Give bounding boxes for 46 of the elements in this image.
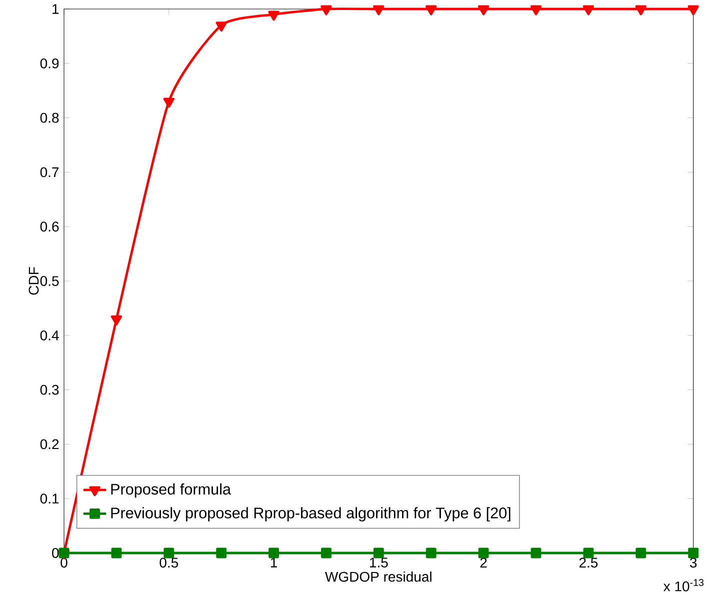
point <box>216 22 227 32</box>
point <box>268 10 280 21</box>
y-axis-title: CDF <box>28 267 39 295</box>
point <box>635 5 646 16</box>
x-tick-label: 1.5 <box>370 558 388 568</box>
point <box>373 548 384 558</box>
point <box>478 548 489 558</box>
y-tick-label: 0.3 <box>40 384 59 395</box>
y-tick-label: 0.7 <box>40 167 59 178</box>
y-tick-label: 0.9 <box>40 58 59 68</box>
legend-label: Previously proposed Rprop-based algorithm for Type 6 [20] <box>111 507 510 522</box>
point <box>163 98 174 108</box>
point <box>111 548 122 558</box>
x-tick-label: 2 <box>480 558 487 568</box>
point <box>478 5 490 16</box>
point <box>216 548 227 558</box>
point <box>530 5 542 16</box>
point <box>268 548 279 558</box>
point <box>426 548 436 558</box>
point <box>582 5 594 16</box>
x-tick-label: 1 <box>270 558 277 568</box>
point <box>688 548 699 558</box>
y-tick-label: 0.1 <box>40 494 59 504</box>
point <box>164 548 174 558</box>
point <box>110 315 122 326</box>
text: x 10$^{-13}$ <box>664 579 704 592</box>
point <box>688 5 699 16</box>
x-tick-label: 0.5 <box>160 558 178 568</box>
y-tick-label: 0 <box>52 548 59 558</box>
point <box>426 5 437 16</box>
point <box>530 548 542 558</box>
y-tick-label: 0.5 <box>40 276 59 286</box>
point <box>320 5 332 16</box>
point <box>373 5 384 16</box>
point <box>583 548 594 558</box>
y-tick-label: 0.8 <box>40 112 59 123</box>
point <box>636 548 646 558</box>
x-tick-label: 2.5 <box>579 558 598 568</box>
x-tick-label: 3 <box>690 558 697 568</box>
y-tick-label: 1 <box>52 4 59 14</box>
y-tick-label: 0.4 <box>40 330 59 340</box>
y-tick-label: 0.2 <box>40 439 59 450</box>
y-tick-label: 0.6 <box>40 222 59 232</box>
legend-label: Proposed formula <box>111 483 232 498</box>
x-axis-title: WGDOP residual <box>325 571 432 582</box>
point <box>321 548 332 558</box>
